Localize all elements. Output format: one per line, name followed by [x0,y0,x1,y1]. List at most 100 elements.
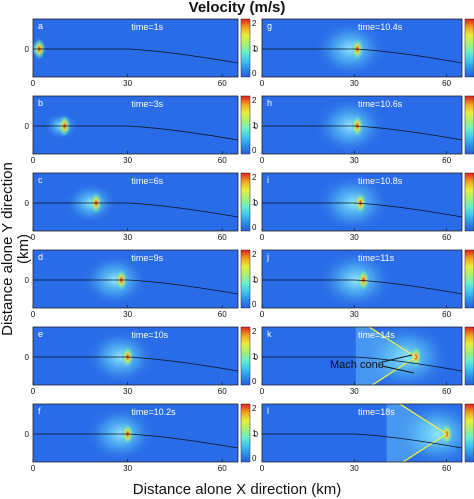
fault-trace [33,356,238,372]
panel-frame [32,172,239,232]
x-tick-label: 0 [260,310,265,319]
colorbar-tick-label: 2 [252,19,257,28]
panel-letter: j [266,252,269,262]
panel-g: g time=10.4s 0 0 30 60 [254,18,474,88]
fault-trace [262,125,462,141]
x-tick-label: 30 [123,79,132,88]
y-tick-label: 0 [25,45,30,54]
fault-trace [262,202,462,218]
colorbar-tick-label: 0 [252,146,257,155]
x-tick-label: 30 [350,79,359,88]
panel-frame [32,95,239,155]
y-tick-label: 0 [25,276,30,285]
annotation-arrow [381,354,413,363]
x-tick-label: 30 [123,233,132,242]
x-tick-label: 30 [123,156,132,165]
y-tick-label: 0 [25,353,30,362]
x-tick-label: 0 [260,387,265,396]
colorbar [464,95,474,155]
panel-frame [261,403,463,463]
y-tick-label: 0 [25,430,30,439]
panel-frame [261,18,463,78]
x-tick-label: 60 [442,233,451,242]
mach-cone [355,327,416,385]
x-tick-label: 60 [218,79,227,88]
wavefield [318,250,394,308]
source-hotspot [357,269,370,291]
panel-letter: c [38,175,43,185]
x-tick-label: 60 [218,233,227,242]
x-tick-label: 60 [442,387,451,396]
x-tick-label: 30 [350,310,359,319]
time-label: time=6s [131,176,163,186]
fault-trace [33,279,238,295]
colorbar-tick-label: 2 [252,404,257,413]
time-label: time=10.4s [358,22,403,32]
x-tick-label: 30 [350,233,359,242]
x-tick-label: 30 [350,387,359,396]
fault-trace [262,433,462,449]
y-tick-label: 0 [254,122,259,131]
wavefield [316,173,390,231]
y-tick-label: 0 [254,45,259,54]
x-tick-label: 60 [442,310,451,319]
mach-cone-edge [401,433,447,462]
mach-cone-annotation: Mach cone [330,359,384,371]
time-label: time=10s [131,330,168,340]
colorbar-tick-label: 0 [252,454,257,463]
time-label: time=9s [131,253,163,263]
x-axis-label: Distance alone X direction (km) [132,481,342,498]
panel-letter: l [267,406,269,416]
time-label: time=18s [358,407,395,417]
x-tick-label: 0 [260,79,265,88]
colorbar-tick-label: 1 [252,198,257,207]
x-tick-label: 30 [123,310,132,319]
colorbar-tick-label: 0 [252,300,257,309]
panel-frame [261,249,463,309]
colorbar [240,249,251,309]
fault-trace [33,202,238,218]
panel-letter: k [267,329,272,339]
x-tick-label: 30 [123,464,132,473]
colorbar [464,18,474,78]
panel-letter: g [267,21,272,31]
x-tick-label: 0 [31,464,36,473]
x-tick-label: 60 [442,79,451,88]
fault-trace [262,356,462,372]
panel-frame [261,172,463,232]
fault-trace [262,279,462,295]
x-tick-label: 60 [218,156,227,165]
wavefield [393,404,462,462]
x-tick-label: 60 [218,387,227,396]
colorbar-tick-label: 2 [252,250,257,259]
x-tick-label: 60 [218,464,227,473]
colorbar [240,172,251,232]
panel-letter: d [38,252,43,262]
colorbar-tick-label: 0 [252,223,257,232]
colorbar-tick-label: 1 [252,429,257,438]
mach-cone-edge [368,327,417,358]
colorbar-tick-label: 2 [252,96,257,105]
time-label: time=3s [131,99,163,109]
colorbar-tick-label: 0 [252,377,257,386]
time-label: time=1s [131,22,163,32]
panel-frame [32,326,239,386]
colorbar-tick-label: 2 [252,327,257,336]
y-tick-label: 0 [25,122,30,131]
fault-trace [33,125,238,141]
y-tick-label: 0 [25,199,30,208]
x-tick-label: 60 [442,156,451,165]
y-tick-label: 0 [254,353,259,362]
y-axis-label: Distance alone Y direction (km) [0,162,32,336]
time-label: time=14s [358,330,395,340]
x-tick-label: 0 [260,156,265,165]
x-tick-label: 0 [31,79,36,88]
x-tick-label: 30 [123,387,132,396]
